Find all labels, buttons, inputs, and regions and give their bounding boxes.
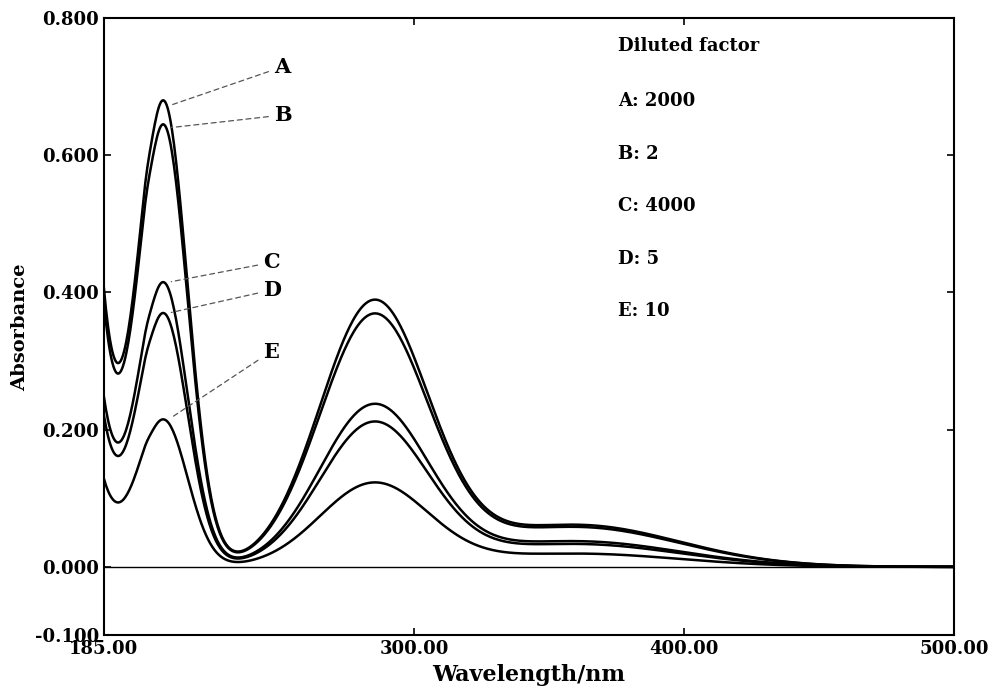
Y-axis label: Absorbance: Absorbance bbox=[11, 263, 29, 390]
Text: C: 4000: C: 4000 bbox=[618, 197, 696, 215]
Text: D: D bbox=[171, 280, 281, 312]
Text: E: E bbox=[171, 342, 279, 418]
Text: B: 2: B: 2 bbox=[618, 145, 659, 162]
Text: Diluted factor: Diluted factor bbox=[618, 37, 759, 54]
Text: A: A bbox=[171, 57, 290, 105]
Text: A: 2000: A: 2000 bbox=[618, 92, 695, 110]
X-axis label: Wavelength/nm: Wavelength/nm bbox=[432, 664, 625, 686]
Text: C: C bbox=[171, 252, 280, 282]
Text: D: 5: D: 5 bbox=[618, 250, 659, 268]
Text: B: B bbox=[171, 105, 291, 128]
Text: E: 10: E: 10 bbox=[618, 302, 670, 320]
